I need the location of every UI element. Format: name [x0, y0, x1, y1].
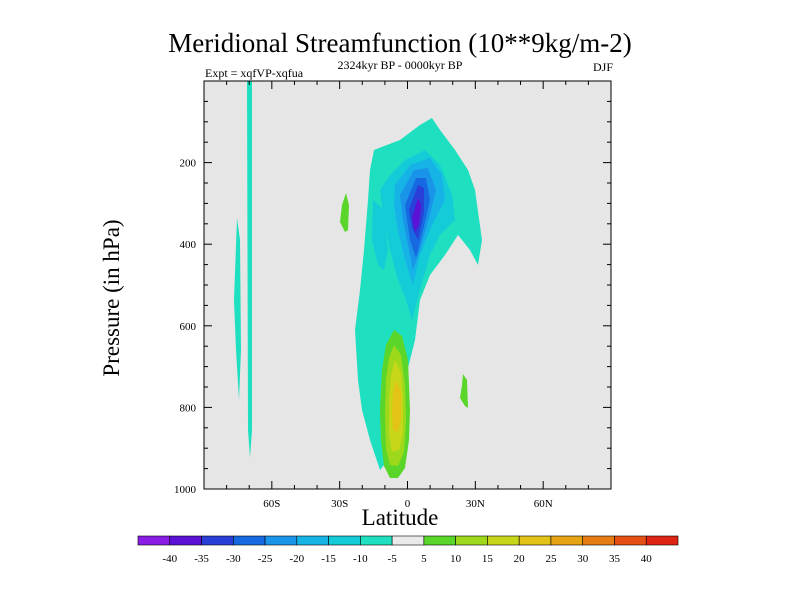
colorbar-swatch	[645, 535, 679, 546]
contour-pos-28s	[340, 193, 349, 232]
colorbar-label: -10	[353, 553, 368, 565]
contour-fields	[234, 81, 482, 478]
season-label: DJF	[592, 60, 613, 74]
contour-low-20	[392, 380, 401, 432]
colorbar-label: -40	[162, 553, 177, 565]
x-tick-label: 60N	[534, 498, 553, 510]
colorbar-label: -30	[226, 553, 241, 565]
colorbar-label: -15	[321, 553, 336, 565]
axis-ticks: 60S 30S 0 30N 60N 200 400 600 800 1000	[174, 81, 612, 510]
colorbar-label: 15	[482, 553, 494, 565]
contour-trop-35	[412, 198, 421, 232]
colorbar: -40 -35 -30 -25 -20 -15 -10 -5 5 10 15 20 25 30 35 40	[137, 535, 679, 565]
time-range-label: 2324kyr BP - 0000kyr BP	[337, 58, 463, 72]
y-tick-label: 1000	[174, 484, 197, 496]
colorbar-label: 35	[609, 553, 621, 565]
experiment-label: Expt = xqfVP-xqfua	[205, 66, 304, 80]
colorbar-swatch	[360, 535, 393, 546]
contour-col-75s	[234, 218, 241, 400]
x-tick-label: 30N	[466, 498, 485, 510]
y-tick-label: 600	[180, 321, 197, 333]
colorbar-label: -25	[258, 553, 273, 565]
colorbar-label: 30	[577, 553, 589, 565]
chart-title: Meridional Streamfunction (10**9kg/m-2)	[168, 28, 632, 58]
x-axis-label: Latitude	[361, 505, 439, 530]
y-tick-label: 200	[180, 158, 197, 170]
y-tick-label: 400	[180, 239, 197, 251]
y-tick-label: 800	[180, 402, 197, 414]
colorbar-swatch	[550, 535, 584, 546]
colorbar-swatch	[614, 535, 647, 546]
colorbar-label: -20	[289, 553, 304, 565]
colorbar-swatch	[455, 535, 488, 546]
colorbar-label: 25	[545, 553, 557, 565]
colorbar-swatch	[328, 535, 361, 546]
colorbar-label: -5	[388, 553, 398, 565]
colorbar-swatch	[582, 535, 615, 546]
colorbar-swatch	[423, 535, 456, 546]
colorbar-swatch	[264, 535, 298, 546]
colorbar-swatch	[487, 535, 520, 546]
colorbar-swatch	[169, 535, 202, 546]
x-tick-label: 0	[405, 498, 411, 510]
contour-pos-26n	[460, 374, 468, 408]
colorbar-swatch	[232, 535, 266, 546]
contour-trop-10b	[372, 200, 388, 270]
colorbar-label: 20	[514, 553, 526, 565]
colorbar-label: 10	[450, 553, 462, 565]
x-tick-label: 30S	[331, 498, 348, 510]
colorbar-swatch	[518, 535, 552, 546]
colorbar-label: -35	[194, 553, 209, 565]
colorbar-swatch	[296, 535, 329, 546]
contour-col-68s	[247, 81, 252, 458]
colorbar-label: 40	[641, 553, 653, 565]
colorbar-swatch	[201, 535, 234, 546]
colorbar-swatch	[391, 535, 425, 546]
colorbar-swatch	[137, 535, 171, 546]
x-tick-label: 60S	[263, 498, 280, 510]
colorbar-label: 5	[421, 553, 427, 565]
